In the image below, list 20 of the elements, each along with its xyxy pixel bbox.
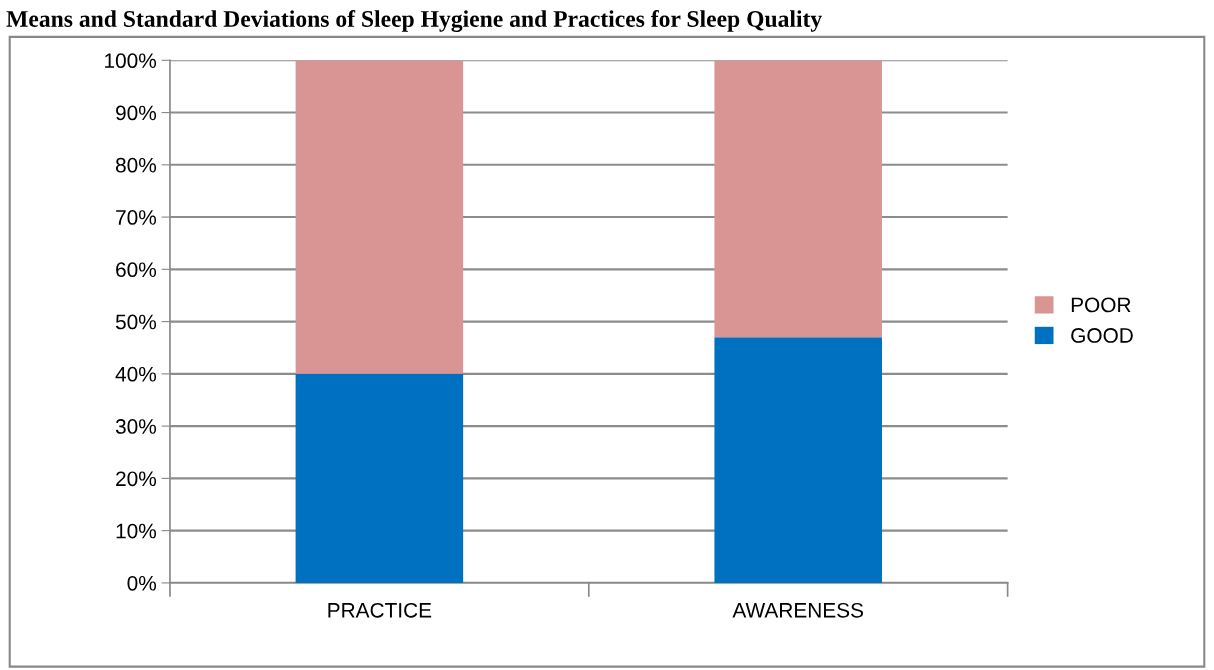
bar bbox=[714, 337, 882, 583]
y-tick-label: 50% bbox=[115, 314, 157, 330]
bar bbox=[295, 373, 464, 583]
legend-label: GOOD bbox=[1071, 328, 1133, 343]
y-tick-label: 40% bbox=[115, 366, 157, 382]
y-tick-label: 100% bbox=[105, 53, 157, 69]
y-tick-label: 70% bbox=[116, 210, 157, 225]
y-tick-label: 20% bbox=[116, 471, 157, 487]
y-tick-label: 10% bbox=[116, 523, 157, 539]
bar bbox=[714, 60, 882, 338]
bar bbox=[295, 60, 464, 374]
y-tick-label: 60% bbox=[116, 262, 157, 278]
y-tick-label: 80% bbox=[115, 157, 157, 173]
x-tick-label: PRACTICE bbox=[328, 602, 432, 618]
chart-title: Means and Standard Deviations of Sleep Hygiene and Practices for Sleep Quality bbox=[6, 10, 822, 32]
y-tick-label: 90% bbox=[116, 105, 157, 121]
x-tick-label: AWARENESS bbox=[732, 602, 864, 618]
y-tick-label: 0% bbox=[127, 575, 157, 591]
legend-label: POOR bbox=[1071, 297, 1131, 313]
y-tick-label: 30% bbox=[115, 419, 157, 434]
